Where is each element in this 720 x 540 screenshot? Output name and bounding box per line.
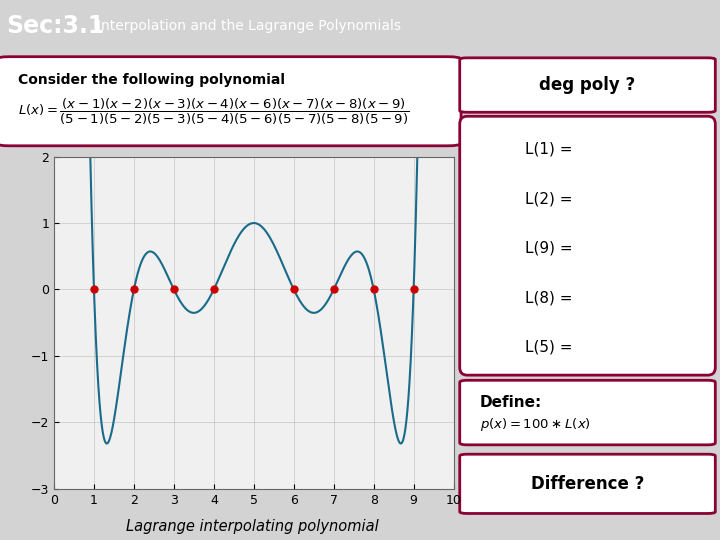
Text: L(8) =: L(8) = — [525, 290, 572, 305]
Text: $p(x) = 100 \ast L(x)$: $p(x) = 100 \ast L(x)$ — [480, 416, 590, 433]
Text: deg poly ?: deg poly ? — [539, 76, 636, 94]
FancyBboxPatch shape — [460, 58, 715, 112]
FancyBboxPatch shape — [460, 454, 715, 514]
Text: Consider the following polynomial: Consider the following polynomial — [18, 73, 285, 87]
Text: $L(x) = \dfrac{(x-1)(x-2)(x-3)(x-4)(x-6)(x-7)(x-8)(x-9)}{(5-1)(5-2)(5-3)(5-4)(5-: $L(x) = \dfrac{(x-1)(x-2)(x-3)(x-4)(x-6)… — [18, 97, 410, 127]
Text: Difference ?: Difference ? — [531, 475, 644, 493]
Text: L(5) =: L(5) = — [525, 340, 572, 355]
FancyBboxPatch shape — [0, 57, 461, 146]
Text: Define:: Define: — [480, 395, 542, 410]
Text: L(1) =: L(1) = — [525, 142, 572, 157]
Text: L(9) =: L(9) = — [525, 241, 572, 256]
Text: Lagrange interpolating polynomial: Lagrange interpolating polynomial — [125, 518, 379, 534]
FancyBboxPatch shape — [460, 380, 715, 445]
Text: Interpolation and the Lagrange Polynomials: Interpolation and the Lagrange Polynomia… — [97, 19, 401, 33]
Text: L(2) =: L(2) = — [525, 191, 572, 206]
FancyBboxPatch shape — [460, 116, 715, 375]
Text: Sec:3.1: Sec:3.1 — [6, 14, 104, 38]
